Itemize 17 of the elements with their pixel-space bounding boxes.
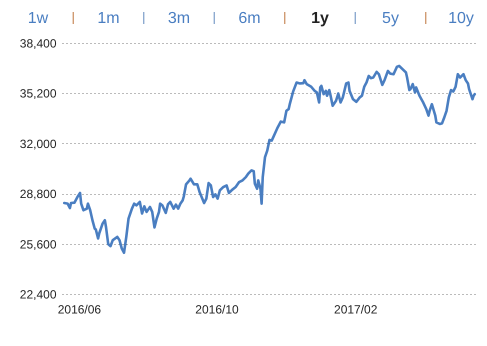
x-tick-label: 2017/02: [334, 302, 378, 316]
text: 1w: [28, 10, 49, 27]
x-tick-label: 2016/06: [58, 302, 102, 316]
y-tick-label: 38,400: [20, 36, 57, 50]
text: 6m: [238, 10, 261, 27]
y-tick-label: 22,400: [20, 288, 57, 302]
line-series: [62, 64, 476, 254]
text: 3m: [168, 10, 190, 27]
y-tick-label: 35,200: [20, 86, 57, 101]
x-tick-label: 2016/10: [195, 302, 240, 316]
text: 10y: [448, 10, 474, 27]
y-tick-label: 28,800: [20, 187, 57, 202]
y-tick-label: 32,000: [20, 136, 57, 151]
y-tick-label: 25,600: [20, 237, 57, 252]
text: 5y: [382, 10, 399, 27]
text: 1m: [97, 10, 120, 27]
text: 1y: [311, 10, 329, 27]
